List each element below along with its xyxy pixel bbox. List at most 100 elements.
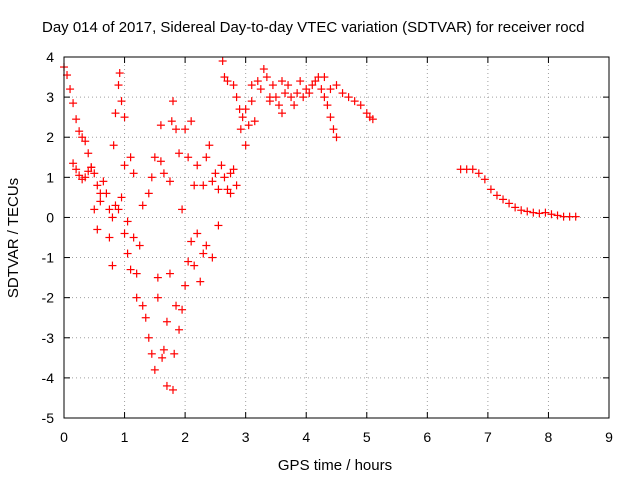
data-point <box>120 113 129 122</box>
data-point <box>123 249 132 258</box>
data-point <box>129 233 138 242</box>
x-tick-label: 0 <box>60 429 68 445</box>
data-point <box>247 97 256 106</box>
data-point <box>169 385 177 394</box>
data-point <box>278 109 286 118</box>
data-point <box>259 65 268 74</box>
data-point <box>208 177 217 186</box>
data-point <box>150 365 159 374</box>
data-point <box>109 141 118 150</box>
data-point <box>486 185 495 194</box>
data-point <box>244 121 253 130</box>
y-tick-label: 4 <box>46 49 54 65</box>
x-tick-label: 7 <box>484 429 492 445</box>
data-point <box>81 173 90 182</box>
y-tick-label: -2 <box>42 290 55 306</box>
data-point <box>323 101 332 110</box>
plot-frame <box>63 56 610 419</box>
data-point <box>75 127 84 136</box>
data-point <box>205 141 214 150</box>
data-point <box>117 97 126 106</box>
data-point <box>236 125 245 134</box>
data-point <box>138 201 147 210</box>
data-point <box>172 301 181 310</box>
y-tick-label: -1 <box>42 250 55 266</box>
data-point <box>187 237 196 246</box>
data-point <box>178 305 187 314</box>
data-point <box>181 125 190 134</box>
data-point <box>208 253 217 262</box>
data-point <box>199 181 208 190</box>
data-point <box>262 73 271 82</box>
data-point <box>256 85 265 94</box>
data-point <box>223 185 232 194</box>
data-point <box>132 293 141 302</box>
data-point <box>69 99 78 108</box>
data-point <box>99 177 108 186</box>
data-point <box>232 181 241 190</box>
data-point <box>541 208 550 217</box>
data-point <box>284 81 293 90</box>
data-point <box>271 93 280 102</box>
data-point <box>320 93 329 102</box>
data-point <box>159 169 168 178</box>
data-point <box>326 113 335 122</box>
data-point <box>193 161 202 170</box>
y-tick-label: 3 <box>46 89 54 105</box>
data-point <box>305 89 314 98</box>
data-point <box>187 117 196 126</box>
data-point <box>153 293 162 302</box>
data-point <box>229 165 238 174</box>
data-point <box>332 133 341 142</box>
data-point <box>317 85 326 94</box>
data-point <box>162 381 171 390</box>
data-point <box>329 125 338 134</box>
data-point <box>141 313 150 322</box>
data-point <box>302 85 311 94</box>
chart-title: Day 014 of 2017, Sidereal Day-to-day VTE… <box>42 19 584 36</box>
data-point <box>193 229 202 238</box>
data-point <box>96 197 105 206</box>
x-tick-label: 5 <box>363 429 371 445</box>
data-point <box>78 133 87 142</box>
data-point <box>223 77 232 86</box>
data-point <box>162 317 171 326</box>
data-point <box>232 93 241 102</box>
data-point <box>238 113 247 122</box>
data-point <box>226 189 235 198</box>
data-point <box>356 101 365 110</box>
data-point <box>144 189 153 198</box>
data-point <box>250 117 259 126</box>
y-tick-label: -5 <box>42 410 55 426</box>
data-point <box>199 249 208 258</box>
data-point <box>274 101 283 110</box>
data-point <box>167 117 176 126</box>
data-point <box>87 163 96 172</box>
data-point <box>293 89 302 98</box>
data-point <box>105 233 114 242</box>
data-point <box>202 241 211 250</box>
data-point <box>72 165 81 174</box>
data-point <box>287 93 296 102</box>
y-tick-label: 0 <box>46 209 54 225</box>
data-point <box>196 277 205 286</box>
x-tick-label: 6 <box>423 429 431 445</box>
x-axis-title: GPS time / hours <box>278 457 392 474</box>
data-point <box>184 257 193 266</box>
data-point <box>156 121 165 130</box>
data-point <box>265 97 274 106</box>
data-point <box>66 85 75 94</box>
data-point <box>169 97 177 106</box>
data-point <box>214 221 223 230</box>
data-point <box>211 169 220 178</box>
data-point <box>135 241 144 250</box>
data-point <box>468 165 477 174</box>
data-point <box>344 93 353 102</box>
data-point <box>165 269 174 278</box>
data-point <box>120 229 129 238</box>
data-point <box>84 149 93 158</box>
data-point <box>165 177 174 186</box>
data-point <box>511 203 520 212</box>
data-point <box>93 181 102 190</box>
